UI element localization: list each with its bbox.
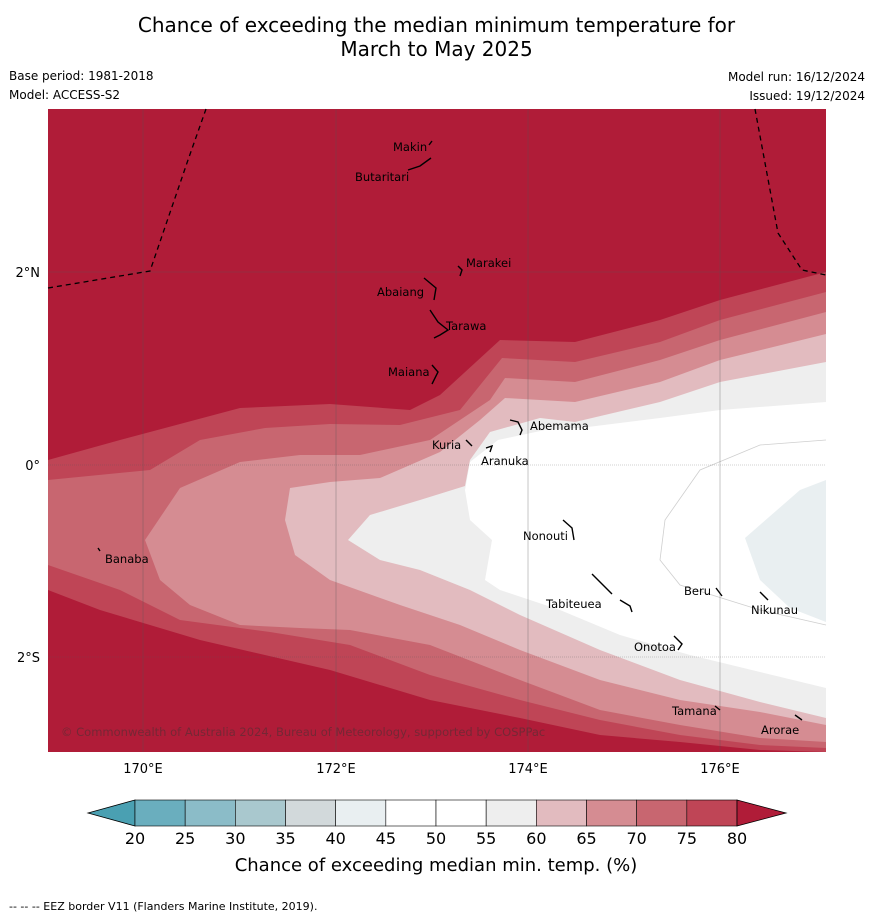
colorbar-label: Chance of exceeding median min. temp. (%…	[235, 855, 638, 876]
island-label-nonouti: Nonouti	[523, 529, 568, 543]
eez-border	[47, 108, 827, 289]
map-title-line2: March to May 2025	[340, 37, 533, 61]
base-period: Base period: 1981-2018	[9, 69, 154, 83]
colorbar-tick-label: 35	[275, 829, 295, 848]
colorbar-segment	[335, 799, 387, 827]
colorbar-tick-label: 60	[526, 829, 546, 848]
lat-label-2n: 2°N	[16, 266, 41, 281]
colorbar-under-arrow	[86, 799, 136, 827]
colorbar-segment	[134, 799, 186, 827]
island-label-banaba: Banaba	[105, 552, 149, 566]
lat-label-0: 0°	[25, 459, 40, 474]
colorbar-tick-label: 55	[476, 829, 496, 848]
colorbar-tick-label: 70	[626, 829, 646, 848]
colorbar-segment	[385, 799, 437, 827]
colorbar-segment	[435, 799, 487, 827]
colorbar-segment	[285, 799, 336, 827]
island-label-abaiang: Abaiang	[377, 285, 424, 299]
island-label-marakei: Marakei	[466, 256, 511, 270]
island-label-maiana: Maiana	[388, 365, 430, 379]
colorbar: 20 25 30 35 40 45 50 55 60 65 70 75 80 Chance of exc…	[86, 799, 788, 876]
island-label-beru: Beru	[684, 584, 711, 598]
colorbar-segment	[586, 799, 637, 827]
island-label-aranuka: Aranuka	[481, 454, 529, 468]
model-name: Model: ACCESS-S2	[9, 88, 121, 102]
island-label-onotoa: Onotoa	[634, 640, 676, 654]
model-run-date: Model run: 16/12/2024	[727, 70, 865, 84]
issued-date: Issued: 19/12/2024	[749, 89, 865, 103]
colorbar-tick-label: 65	[576, 829, 596, 848]
colorbar-tick-label: 50	[426, 829, 446, 848]
colorbar-tick-label: 30	[225, 829, 245, 848]
lon-label-170e: 170°E	[123, 762, 163, 777]
lat-label-2s: 2°S	[17, 651, 40, 666]
colorbar-segment	[485, 799, 537, 827]
map-title-line1: Chance of exceeding the median minimum t…	[137, 13, 736, 37]
colorbar-tick-label: 45	[376, 829, 396, 848]
island-outlines	[97, 140, 803, 721]
lon-label-176e: 176°E	[700, 762, 740, 777]
island-label-arorae: Arorae	[761, 723, 799, 737]
island-label-tarawa: Tarawa	[445, 319, 486, 333]
colorbar-segment	[184, 799, 236, 827]
eez-footnote: -- -- -- EEZ border V11 (Flanders Marine…	[9, 900, 318, 913]
colorbar-segment	[686, 799, 738, 827]
colorbar-over-arrow	[736, 799, 788, 827]
island-label-makin: Makin	[393, 140, 427, 154]
colorbar-segment	[536, 799, 587, 827]
lon-label-172e: 172°E	[316, 762, 356, 777]
island-label-butaritari: Butaritari	[355, 170, 409, 184]
island-label-tabiteuea: Tabiteuea	[545, 597, 602, 611]
colorbar-segment	[235, 799, 286, 827]
colorbar-tick-label: 40	[325, 829, 345, 848]
colorbar-segment	[636, 799, 688, 827]
colorbar-tick-label: 75	[677, 829, 697, 848]
contour-50	[659, 439, 827, 626]
colorbar-tick-label: 20	[125, 829, 145, 848]
island-label-kuria: Kuria	[432, 438, 461, 452]
lon-label-174e: 174°E	[508, 762, 548, 777]
graticule	[48, 109, 826, 752]
band-40-45	[745, 480, 826, 622]
island-label-abemama: Abemama	[530, 419, 589, 433]
colorbar-tick-label: 25	[175, 829, 195, 848]
copyright-notice: © Commonwealth of Australia 2024, Bureau…	[61, 725, 545, 739]
island-label-nikunau: Nikunau	[751, 603, 798, 617]
island-label-tamana: Tamana	[671, 704, 717, 718]
colorbar-tick-label: 80	[727, 829, 747, 848]
band-45-55	[465, 402, 826, 688]
